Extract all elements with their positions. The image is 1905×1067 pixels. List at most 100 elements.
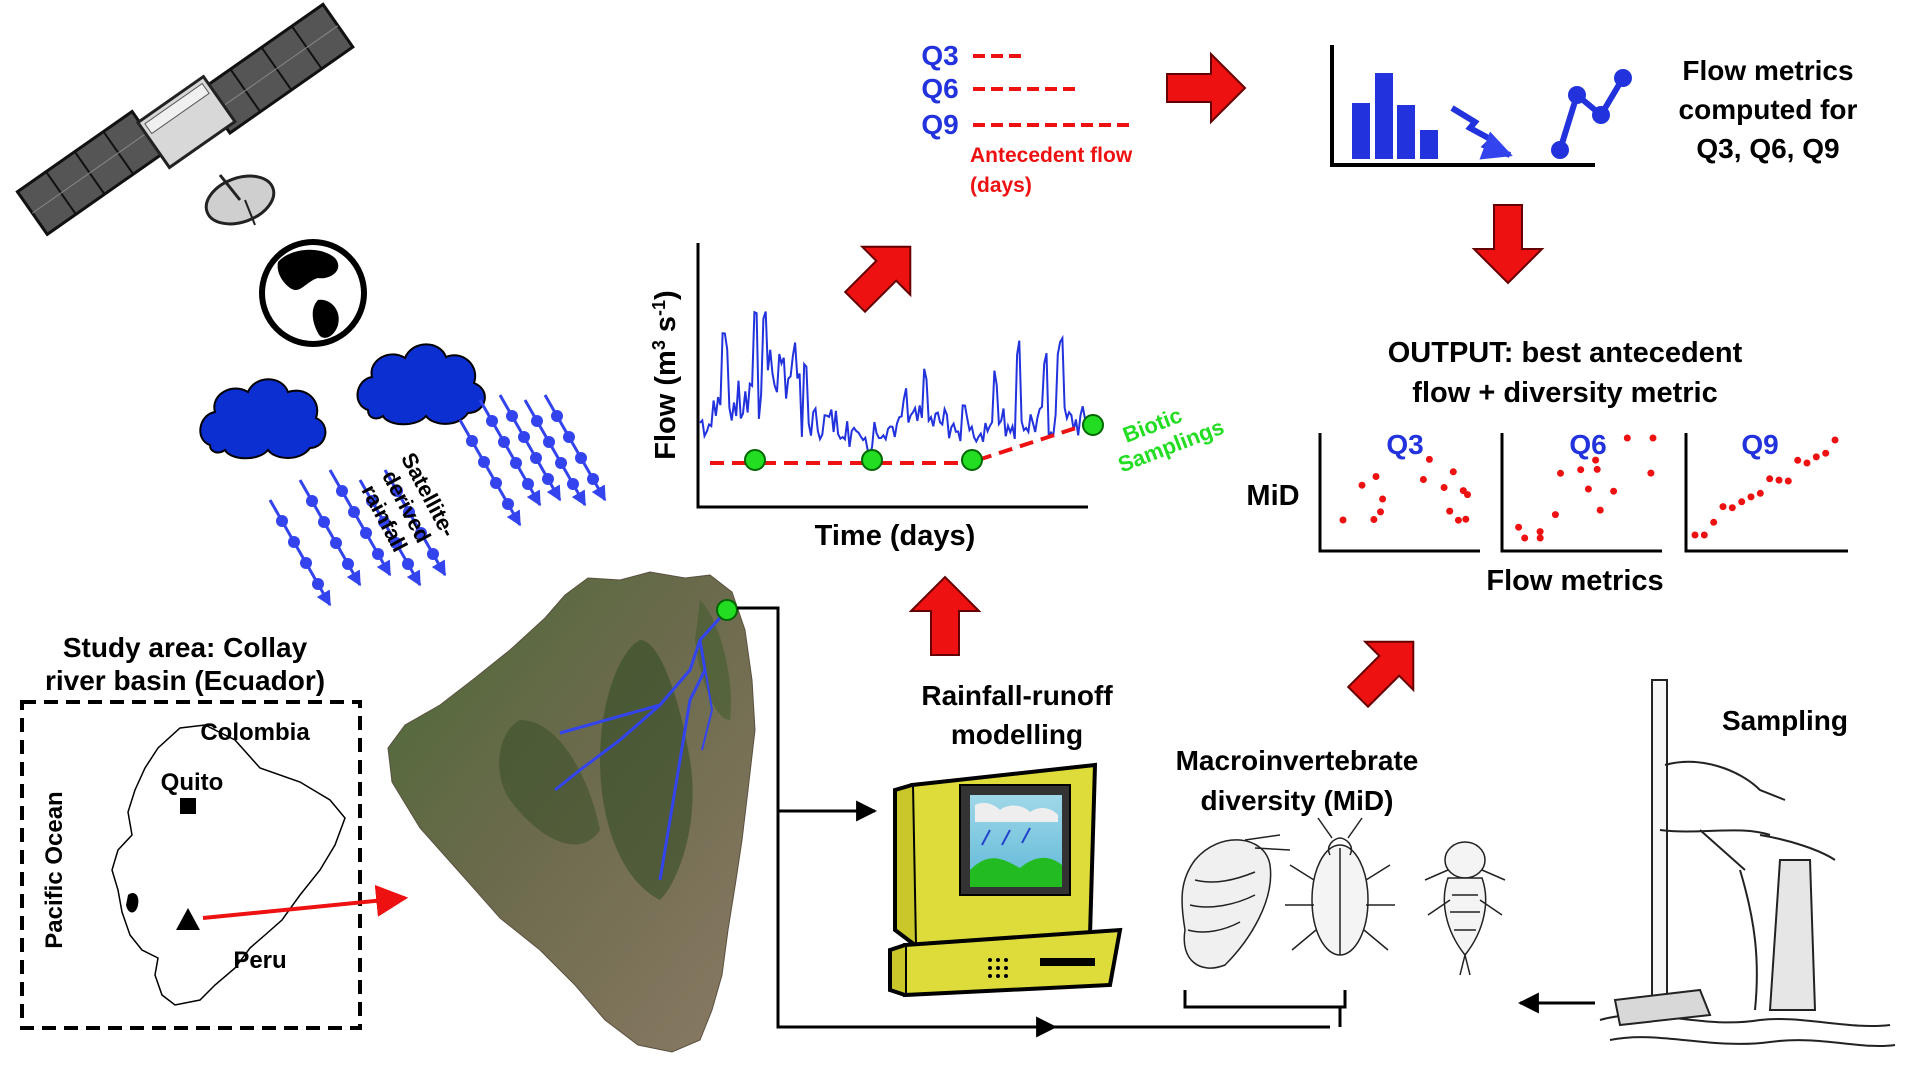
- scatter-panel-q3: Q3: [1318, 429, 1480, 553]
- arrow-to-antecedent: [843, 245, 912, 314]
- antecedent-label-q6: Q6: [921, 73, 958, 104]
- scatter-point: [1593, 465, 1601, 473]
- antecedent-caption-2: (days): [970, 174, 1032, 197]
- rainfall-runoff-title-1: Rainfall-runoff: [921, 680, 1113, 711]
- quito-marker: [180, 798, 196, 814]
- biotic-sample-point: [861, 449, 883, 471]
- hydrograph-axes: [696, 243, 1088, 509]
- scatter-point: [1647, 469, 1655, 477]
- flow-metrics-icon: [1330, 45, 1632, 167]
- scatter-point: [1728, 504, 1736, 512]
- rain-drop: [555, 457, 567, 469]
- rain-drop: [563, 431, 575, 443]
- svg-text:Q6: Q6: [1569, 429, 1606, 460]
- satellite-icon: [15, 2, 355, 237]
- label-colombia: Colombia: [200, 719, 310, 746]
- arrow-to-output: [1471, 204, 1545, 285]
- insect-bracket: [1183, 990, 1347, 1009]
- scatter-point: [1425, 455, 1433, 463]
- rain-drop: [366, 495, 378, 507]
- scatter-point: [1339, 516, 1347, 524]
- rain-drop: [318, 516, 330, 528]
- zoom-arrow: [202, 884, 409, 920]
- rain-drop: [415, 527, 427, 539]
- scatter-point: [1596, 506, 1604, 514]
- rain-drop: [486, 415, 498, 427]
- antecedent-flow-legend: Q3 Q6 Q9 Antecedent flow (days): [921, 40, 1135, 197]
- scatter-point: [1691, 531, 1699, 539]
- output-title-1: OUTPUT: best antecedent: [1388, 337, 1743, 369]
- scatter-point: [1551, 511, 1559, 519]
- scatter-point: [1610, 487, 1618, 495]
- rain-drop: [498, 436, 510, 448]
- rain-drop: [522, 478, 534, 490]
- rain-drop: [543, 436, 555, 448]
- collay-region-mark: [126, 893, 139, 913]
- rain-drop: [391, 485, 403, 497]
- rain-drop: [288, 536, 300, 548]
- scatter-panel-q9: Q9: [1684, 429, 1848, 553]
- sampling-title: Sampling: [1722, 705, 1848, 736]
- scatter-point: [1370, 516, 1378, 523]
- scatter-point: [1719, 503, 1727, 511]
- scatter-point: [1747, 493, 1755, 501]
- scatter-point: [1766, 475, 1774, 483]
- rain-drop: [276, 515, 288, 527]
- rain-streak: [458, 419, 522, 527]
- scatter-panel-q6: Q6: [1500, 429, 1662, 553]
- biotic-sample-point: [1082, 414, 1104, 436]
- scatter-point: [1649, 434, 1657, 442]
- macro-title-2: diversity (MiD): [1201, 785, 1394, 816]
- scatter-point: [1831, 436, 1839, 444]
- rain-drop: [567, 478, 579, 490]
- nymph-icon: [1424, 841, 1506, 976]
- rain-drop: [531, 415, 543, 427]
- study-area-title-2: river basin (Ecuador): [45, 665, 325, 696]
- antecedent-label-q3: Q3: [921, 40, 958, 71]
- rain-drop: [378, 516, 390, 528]
- arrow-to-flow-metrics: [1166, 51, 1247, 125]
- rain-drop: [390, 537, 402, 549]
- scatter-point: [1419, 476, 1427, 483]
- rain-drop: [542, 473, 554, 485]
- rain-drop: [402, 558, 414, 570]
- study-site-marker: [176, 908, 200, 930]
- flow-metrics-caption-3: Q3, Q6, Q9: [1696, 133, 1839, 164]
- scatter-point: [1536, 534, 1544, 542]
- biotic-samplings-label: Biotic Samplings: [1115, 402, 1228, 477]
- scatter-point: [1377, 508, 1384, 516]
- ecuador-map: [111, 724, 346, 1006]
- output-x-label: Flow metrics: [1486, 565, 1663, 597]
- beetle-icon: [1285, 817, 1395, 956]
- rain-drop: [510, 457, 522, 469]
- rain-drop: [348, 506, 360, 518]
- baseflow-segment-4: [977, 423, 1086, 462]
- macro-title-1: Macroinvertebrate: [1176, 745, 1419, 776]
- scatter-point: [1521, 534, 1529, 542]
- rain-drop: [336, 485, 348, 497]
- scatter-point: [1372, 473, 1380, 480]
- scatter-point: [1464, 491, 1471, 499]
- rain-drop: [372, 548, 384, 560]
- rain-drop: [575, 452, 587, 464]
- scatter-point: [1623, 434, 1631, 442]
- svg-text:Q3: Q3: [1386, 429, 1423, 460]
- rain-drop: [478, 456, 490, 468]
- rain-drop: [427, 548, 439, 560]
- scatter-point: [1536, 528, 1544, 536]
- rain-drop: [530, 452, 542, 464]
- scatter-point: [1794, 456, 1802, 464]
- scatter-point: [1440, 484, 1448, 491]
- scatter-point: [1784, 477, 1792, 485]
- scatter-point: [1462, 515, 1470, 523]
- output-title-2: flow + diversity metric: [1412, 377, 1717, 409]
- rain-drop: [306, 495, 318, 507]
- hydrograph: Flow (m3 s-1) Time (days) Biotic Samplin…: [649, 243, 1227, 552]
- rain-drop: [490, 477, 502, 489]
- scatter-point: [1710, 518, 1718, 526]
- rain-drop: [312, 578, 324, 590]
- study-area-title-1: Study area: Collay: [63, 632, 308, 663]
- scatter-point: [1358, 481, 1366, 489]
- scatter-point: [1584, 485, 1592, 493]
- rain-drop: [330, 537, 342, 549]
